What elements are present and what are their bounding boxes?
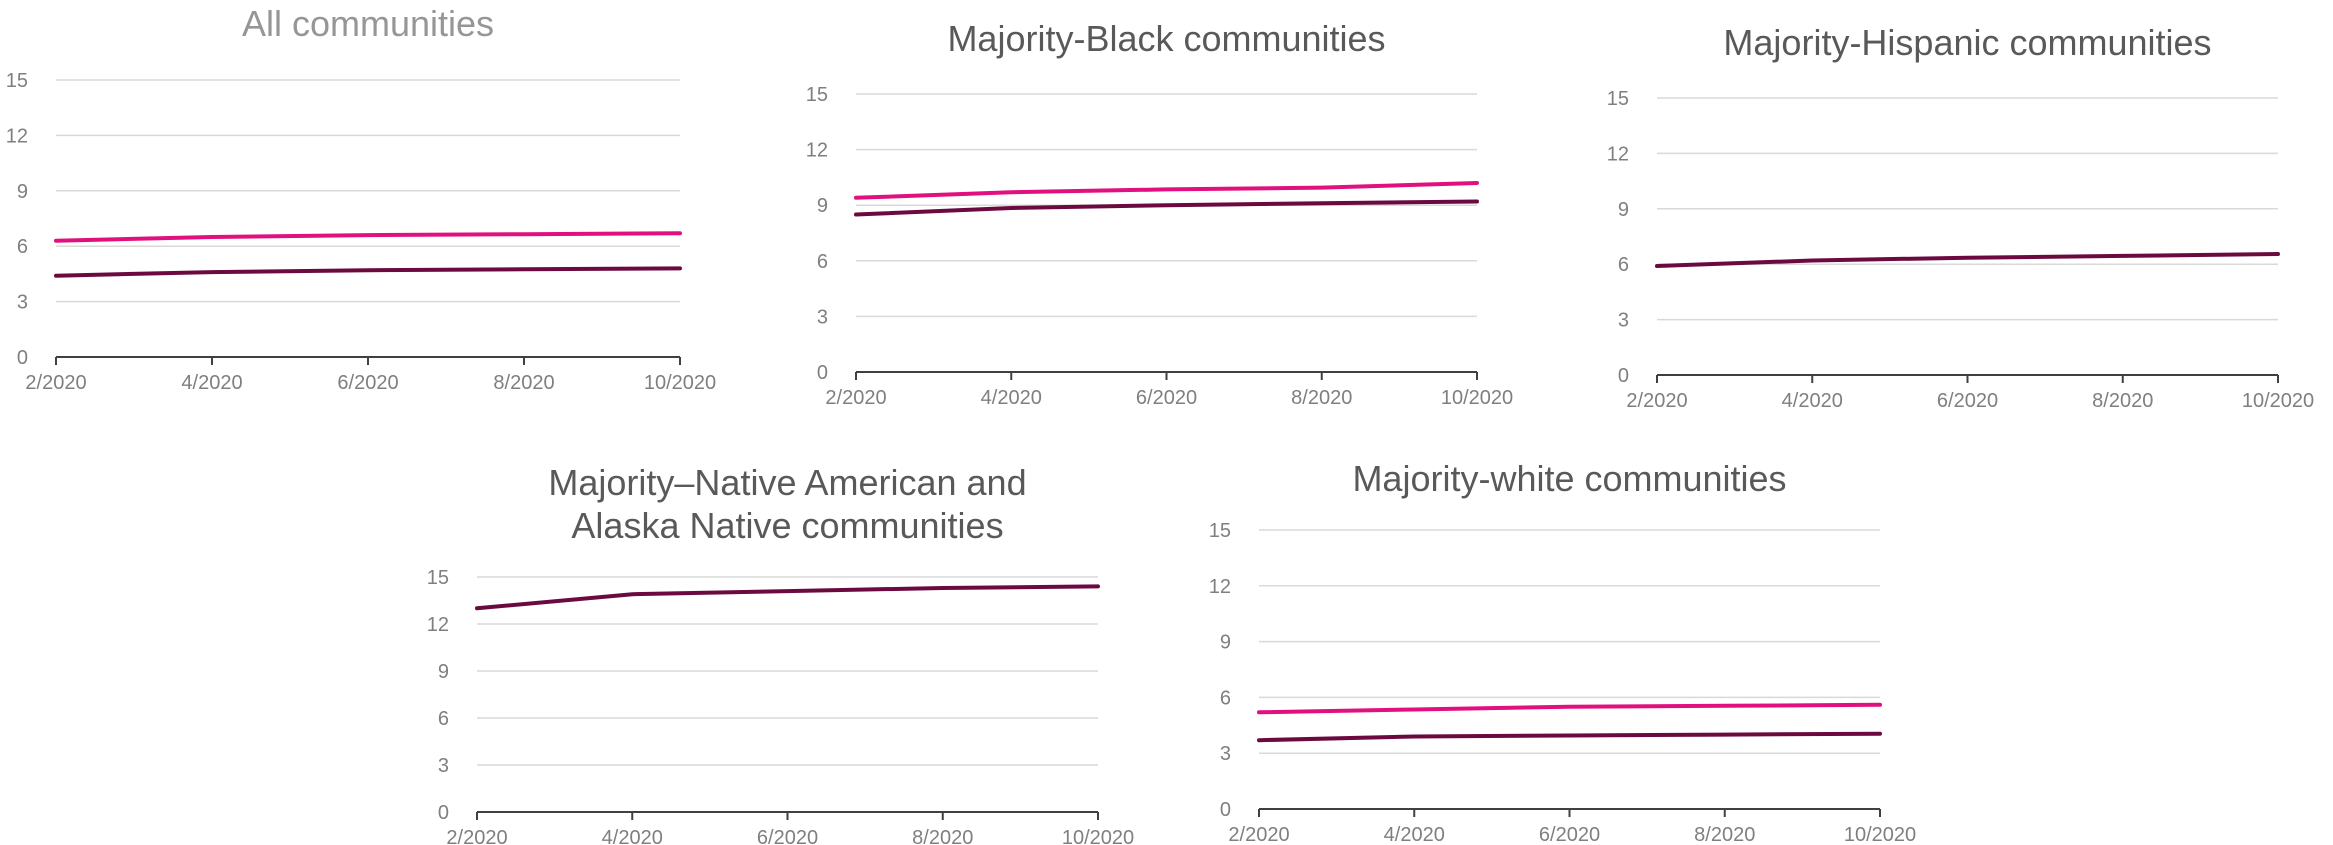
y-tick-label: 15 (1209, 520, 1231, 542)
x-tick-label: 4/2020 (1384, 824, 1445, 845)
x-tick-label: 8/2020 (1694, 824, 1755, 845)
x-tick-label: 6/2020 (1136, 387, 1197, 409)
y-tick-label: 0 (1220, 799, 1231, 821)
chart-title-line: Alaska Native communities (571, 505, 1003, 546)
x-tick-label: 2/2020 (25, 372, 86, 394)
chart-3: Majority-Hispanic communities 0 3 6 9 12 15 2/2… (1607, 22, 2314, 412)
x-tick-label: 6/2020 (757, 827, 818, 845)
x-tick-label: 6/2020 (1937, 390, 1998, 412)
y-tick-label: 9 (438, 661, 449, 683)
y-tick-label: 9 (817, 195, 828, 217)
chart-5: Majority-white communities 0 3 6 9 12 15 2/2020… (1209, 458, 1916, 845)
chart-title-line: Majority–Native American and (548, 462, 1026, 503)
x-tick-label: 10/2020 (1844, 824, 1916, 845)
y-tick-label: 3 (1220, 743, 1231, 765)
series-line-1 (1257, 702, 1882, 715)
y-tick-label: 15 (6, 70, 28, 92)
chart-title-line: Majority-white communities (1352, 458, 1786, 499)
y-tick-label: 15 (427, 567, 449, 589)
y-tick-label: 0 (817, 362, 828, 384)
x-tick-label: 2/2020 (446, 827, 507, 845)
x-tick-label: 2/2020 (1228, 824, 1289, 845)
y-tick-label: 12 (1209, 576, 1231, 598)
x-tick-label: 10/2020 (644, 372, 716, 394)
chart-2: Majority-Black communities 0 3 6 9 12 15 2/2020… (806, 18, 1513, 409)
chart-1: All communities 0 3 6 9 12 15 2/2020 4/2020 6/202… (6, 3, 716, 394)
x-tick-label: 4/2020 (181, 372, 242, 394)
y-tick-label: 3 (438, 755, 449, 777)
series-line-1 (854, 181, 1479, 200)
x-tick-label: 6/2020 (1539, 824, 1600, 845)
x-tick-label: 2/2020 (1626, 390, 1687, 412)
y-tick-label: 12 (1607, 143, 1629, 165)
x-tick-label: 8/2020 (493, 372, 554, 394)
series-line-1 (475, 584, 1100, 611)
x-tick-label: 10/2020 (1441, 387, 1513, 409)
series-line-2 (854, 199, 1479, 217)
x-tick-label: 6/2020 (337, 372, 398, 394)
y-tick-label: 0 (1618, 365, 1629, 387)
x-tick-label: 10/2020 (2242, 390, 2314, 412)
y-tick-label: 6 (1220, 687, 1231, 709)
y-tick-label: 9 (1220, 632, 1231, 654)
y-tick-label: 15 (1607, 88, 1629, 110)
x-tick-label: 4/2020 (1782, 390, 1843, 412)
y-tick-label: 12 (806, 140, 828, 162)
y-tick-label: 9 (1618, 199, 1629, 221)
chart-title-line: Majority-Black communities (947, 18, 1385, 59)
x-tick-label: 2/2020 (825, 387, 886, 409)
y-tick-label: 9 (17, 181, 28, 203)
x-tick-label: 8/2020 (2092, 390, 2153, 412)
chart-title-line: All communities (242, 3, 494, 44)
y-tick-label: 3 (17, 292, 28, 314)
series-line-2 (1257, 731, 1882, 743)
y-tick-label: 12 (6, 125, 28, 147)
y-tick-label: 12 (427, 614, 449, 636)
series-line-2 (54, 266, 682, 278)
series-line-1 (54, 231, 682, 243)
y-tick-label: 6 (438, 708, 449, 730)
x-tick-label: 8/2020 (1291, 387, 1352, 409)
y-tick-label: 15 (806, 84, 828, 106)
y-tick-label: 6 (1618, 254, 1629, 276)
y-tick-label: 0 (17, 347, 28, 369)
y-tick-label: 0 (438, 802, 449, 824)
x-tick-label: 10/2020 (1062, 827, 1134, 845)
x-tick-label: 8/2020 (912, 827, 973, 845)
x-tick-label: 4/2020 (602, 827, 663, 845)
series-line-1 (1655, 252, 2280, 268)
y-tick-label: 6 (17, 236, 28, 258)
y-tick-label: 3 (1618, 310, 1629, 332)
x-tick-label: 4/2020 (981, 387, 1042, 409)
y-tick-label: 3 (817, 306, 828, 328)
chart-title-line: Majority-Hispanic communities (1723, 22, 2211, 63)
y-tick-label: 6 (817, 251, 828, 273)
